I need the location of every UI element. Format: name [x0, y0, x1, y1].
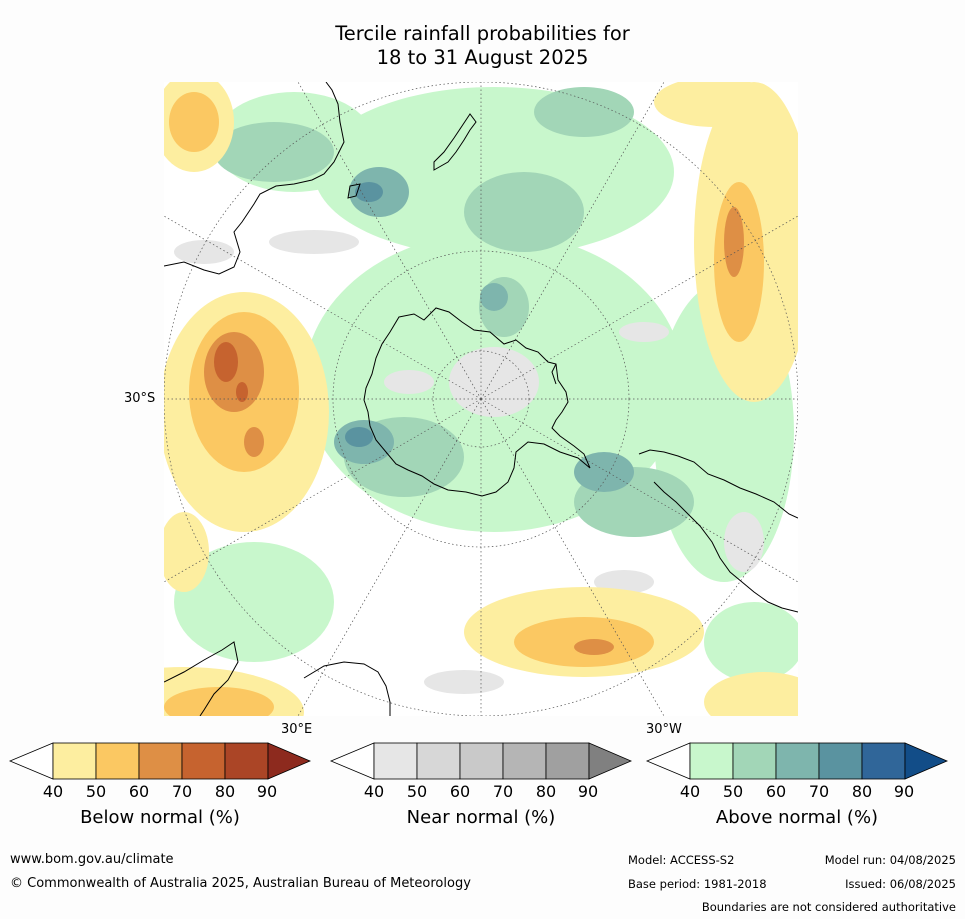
tick: 50: [406, 782, 428, 801]
colorbar-segment: [459, 742, 504, 780]
model-text: Model: ACCESS-S2: [628, 853, 735, 867]
colorbar-segment: [689, 742, 734, 780]
issued-text: Issued: 06/08/2025: [845, 877, 956, 891]
colorbar-segment: [861, 742, 906, 780]
colorbar-segment: [416, 742, 461, 780]
title-line-2: 18 to 31 August 2025: [376, 46, 589, 69]
colorbar-above-normal: [645, 742, 949, 780]
tick: 50: [722, 782, 744, 801]
colorbar-extend-low: [8, 742, 54, 780]
tick: 60: [128, 782, 150, 801]
tick: 50: [85, 782, 107, 801]
tick: 80: [214, 782, 236, 801]
colorbar-segment: [502, 742, 547, 780]
polar-map: [164, 82, 798, 716]
colorbar-below-normal: [8, 742, 312, 780]
australia-coast: [164, 82, 345, 275]
graticule: [164, 82, 798, 716]
new-zealand-coast: [433, 113, 477, 171]
colorbar-segment: [95, 742, 140, 780]
antarctic-peninsula: [551, 363, 557, 385]
colorbar-above-label: Above normal (%): [715, 807, 879, 828]
colorbar-segment: [224, 742, 269, 780]
tick: 70: [492, 782, 514, 801]
colorbar-segment: [545, 742, 590, 780]
colorbar-extend-low: [645, 742, 691, 780]
colorbar-segment: [373, 742, 418, 780]
tick: 40: [679, 782, 701, 801]
colorbar-segment: [818, 742, 863, 780]
colorbar-below-label: Below normal (%): [80, 807, 240, 828]
colorbar-segment: [775, 742, 820, 780]
south-america-coast: [638, 449, 798, 519]
tasmania-coast: [347, 183, 361, 199]
lon-label-30e: 30°E: [281, 722, 313, 737]
title-line-1: Tercile rainfall probabilities for: [335, 22, 630, 45]
tick: 60: [765, 782, 787, 801]
colorbar-segment: [732, 742, 777, 780]
colorbar-segment: [52, 742, 97, 780]
tick: 80: [535, 782, 557, 801]
lon-label-30w: 30°W: [646, 722, 682, 737]
tick: 70: [808, 782, 830, 801]
colorbar-near-label: Near normal (%): [406, 807, 556, 828]
below-normal-70: [214, 342, 248, 402]
tick: 40: [363, 782, 385, 801]
base-period-text: Base period: 1981-2018: [628, 877, 767, 891]
colorbar-near-normal: [329, 742, 633, 780]
colorbar-extend-low: [329, 742, 375, 780]
tick: 90: [577, 782, 599, 801]
colorbar-extend-high: [267, 742, 312, 780]
colorbar-segment: [138, 742, 183, 780]
antarctica-coast: [363, 307, 591, 497]
colorbar-extend-high: [904, 742, 949, 780]
copyright-text: © Commonwealth of Australia 2025, Austra…: [10, 876, 471, 891]
colorbar-extend-high: [588, 742, 633, 780]
colorbar-segment: [181, 742, 226, 780]
tick: 70: [171, 782, 193, 801]
near-normal-shading: [174, 230, 764, 694]
chart-title: Tercile rainfall probabilities for 18 to…: [0, 22, 965, 70]
southern-africa-coast: [164, 641, 239, 716]
tick: 80: [851, 782, 873, 801]
tick: 90: [256, 782, 278, 801]
tick: 90: [893, 782, 915, 801]
website-text: www.bom.gov.au/climate: [10, 852, 174, 867]
coastlines: [164, 82, 798, 716]
tick: 40: [42, 782, 64, 801]
lat-label-30s: 30°S: [124, 391, 156, 406]
madagascar-coast: [303, 661, 391, 716]
model-run-text: Model run: 04/08/2025: [824, 853, 956, 867]
above-normal-70: [345, 182, 383, 447]
south-america-mainland: [653, 481, 798, 613]
disclaimer-text: Boundaries are not considered authoritat…: [701, 900, 956, 914]
tick: 60: [449, 782, 471, 801]
